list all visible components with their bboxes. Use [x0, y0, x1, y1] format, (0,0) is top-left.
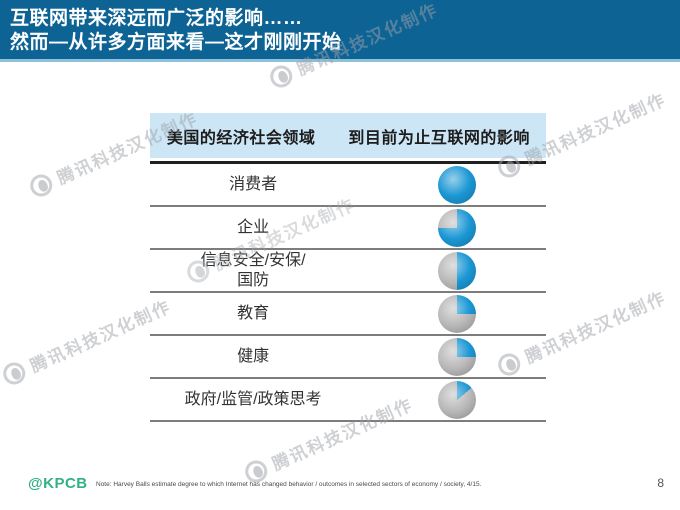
harvey-ball-cell — [332, 251, 546, 290]
harvey-ball-icon — [438, 337, 477, 376]
table-header: 美国的经济社会领域 到目前为止互联网的影响 — [150, 113, 546, 158]
harvey-ball-icon — [438, 208, 477, 247]
column-header-impact: 到目前为止互联网的影响 — [348, 129, 530, 147]
footnote: Note: Harvey Balls estimate degree to wh… — [96, 481, 482, 488]
watermark: 腾讯科技汉化制作 — [0, 292, 174, 388]
row-label: 信息安全/安保/ 国防 — [200, 252, 306, 289]
column-header-sector: 美国的经济社会领域 — [166, 129, 316, 147]
row-label: 政府/监管/政策思考 — [184, 390, 322, 408]
slide-title-line2: 然而—从许多方面来看—这才刚刚开始 — [10, 32, 342, 53]
slide-header: 互联网带来深远而广泛的影响…… 然而—从许多方面来看—这才刚刚开始 — [0, 0, 680, 62]
table-row-health: 健康 — [150, 336, 546, 379]
harvey-ball-cell — [332, 208, 546, 247]
tencent-logo-icon — [0, 358, 29, 388]
page-number: 8 — [657, 476, 664, 490]
tencent-logo-icon — [26, 170, 56, 200]
harvey-ball-cell — [332, 337, 546, 376]
harvey-ball-icon — [438, 380, 477, 419]
table-row-government: 政府/监管/政策思考 — [150, 379, 546, 422]
row-label: 健康 — [237, 347, 270, 365]
kpcb-logo: @KPCB — [28, 475, 88, 492]
harvey-ball-cell — [332, 294, 546, 333]
table-row-education: 教育 — [150, 293, 546, 336]
harvey-ball-icon — [438, 251, 477, 290]
tencent-logo-icon — [266, 61, 296, 91]
table-row-consumers: 消费者 — [150, 164, 546, 207]
table-row-security-defense: 信息安全/安保/ 国防 — [150, 250, 546, 293]
harvey-ball-icon — [438, 294, 477, 333]
slide-title-line1: 互联网带来深远而广泛的影响…… — [10, 8, 303, 29]
table-header-rule — [150, 161, 546, 164]
row-label: 消费者 — [229, 175, 278, 193]
row-label: 教育 — [237, 304, 270, 322]
harvey-ball-icon — [438, 165, 477, 204]
row-label: 企业 — [237, 218, 270, 236]
harvey-ball-cell — [332, 165, 546, 204]
table-row-enterprise: 企业 — [150, 207, 546, 250]
harvey-ball-table: 美国的经济社会领域 到目前为止互联网的影响 消费者 企业 信息安全/安保/ 国防… — [150, 113, 546, 422]
harvey-ball-cell — [332, 380, 546, 419]
